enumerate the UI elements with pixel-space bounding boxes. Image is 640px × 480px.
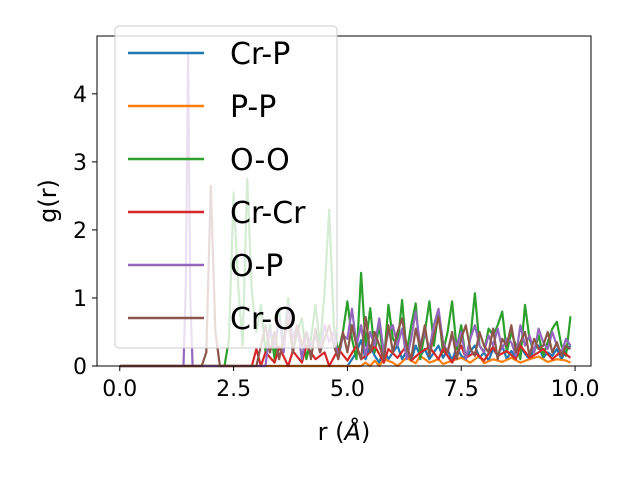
plot-frame xyxy=(96,35,592,367)
x-axis-ticks: 0.0 2.5 5.0 7.5 10.0 xyxy=(102,366,600,402)
y-tick-label: 2 xyxy=(73,219,87,244)
x-tick-label: 7.5 xyxy=(444,377,479,402)
legend-label-4: O-P xyxy=(230,249,283,284)
y-tick-label: 4 xyxy=(73,83,87,108)
x-tick-label: 10.0 xyxy=(551,377,600,402)
x-tick-label: 2.5 xyxy=(216,377,251,402)
x-axis-label: r (Å) xyxy=(318,417,371,446)
x-axis-label-unit: Å xyxy=(343,417,361,446)
y-axis-label: g(r) xyxy=(34,179,62,223)
legend: Cr-P P-P O-O Cr-Cr O-P Cr-O xyxy=(114,25,338,349)
series-line-1 xyxy=(119,354,571,368)
legend-label-0: Cr-P xyxy=(230,37,290,72)
y-tick-label: 1 xyxy=(73,287,87,312)
legend-box xyxy=(114,25,338,349)
y-tick-label: 3 xyxy=(73,151,87,176)
x-tick-label: 0.0 xyxy=(102,377,137,402)
y-axis-ticks: 0 1 2 3 4 xyxy=(73,83,97,380)
legend-label-2: O-O xyxy=(230,143,290,178)
legend-label-5: Cr-O xyxy=(230,302,297,337)
x-tick-label: 5.0 xyxy=(330,377,365,402)
legend-label-1: P-P xyxy=(230,90,276,125)
legend-label-3: Cr-Cr xyxy=(230,196,306,231)
x-axis-label-suffix: ) xyxy=(361,418,370,446)
x-axis-label-prefix: r ( xyxy=(318,418,345,446)
y-tick-label: 0 xyxy=(73,355,87,380)
series-line-3 xyxy=(119,344,572,368)
